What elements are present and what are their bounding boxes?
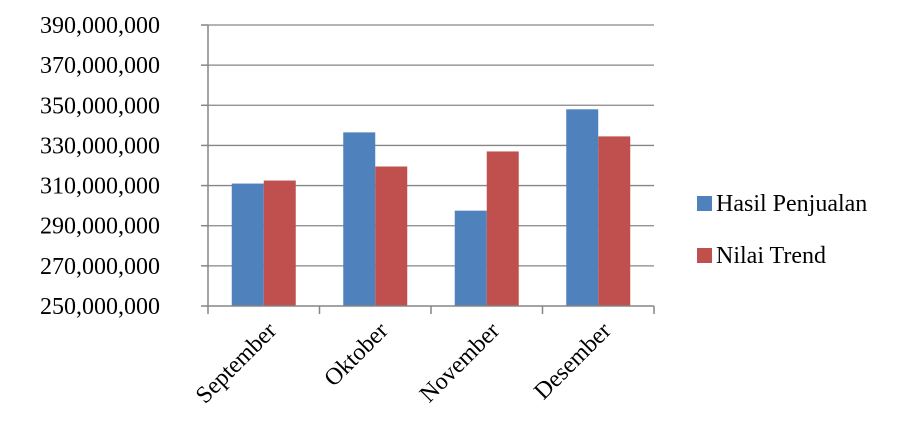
legend-swatch bbox=[697, 248, 712, 263]
legend-swatch bbox=[697, 196, 712, 211]
y-tick-label: 330,000,000 bbox=[40, 133, 160, 159]
legend-label: Hasil Penjualan bbox=[716, 191, 867, 217]
legend: Hasil Penjualan Nilai Trend bbox=[697, 191, 867, 269]
y-tick-labels: 250,000,000 270,000,000 290,000,000 310,000… bbox=[40, 13, 160, 320]
y-tick-label: 250,000,000 bbox=[40, 294, 160, 320]
y-tick-label: 290,000,000 bbox=[40, 214, 160, 240]
x-tick-label: November bbox=[415, 318, 505, 408]
y-tick-label: 370,000,000 bbox=[40, 53, 160, 79]
bar-hasil-penjualan bbox=[454, 210, 487, 306]
y-tick-label: 390,000,000 bbox=[40, 13, 160, 39]
bar-hasil-penjualan bbox=[343, 132, 376, 306]
bar-hasil-penjualan bbox=[566, 109, 599, 306]
bar-nilai-trend bbox=[598, 136, 631, 306]
axes bbox=[201, 24, 655, 314]
bar-nilai-trend bbox=[263, 180, 296, 306]
bars bbox=[231, 109, 631, 306]
x-tick-label: Desember bbox=[529, 318, 616, 405]
y-tick-label: 350,000,000 bbox=[40, 93, 160, 119]
x-tick-label: September bbox=[191, 318, 282, 409]
x-tick-labels: September Oktober November Desember bbox=[191, 318, 616, 409]
bar-nilai-trend bbox=[375, 166, 408, 306]
bar-nilai-trend bbox=[486, 151, 519, 306]
legend-label: Nilai Trend bbox=[716, 243, 826, 269]
bar-hasil-penjualan bbox=[231, 183, 264, 306]
y-tick-label: 270,000,000 bbox=[40, 254, 160, 280]
y-tick-label: 310,000,000 bbox=[40, 174, 160, 200]
x-tick-label: Oktober bbox=[319, 318, 393, 392]
